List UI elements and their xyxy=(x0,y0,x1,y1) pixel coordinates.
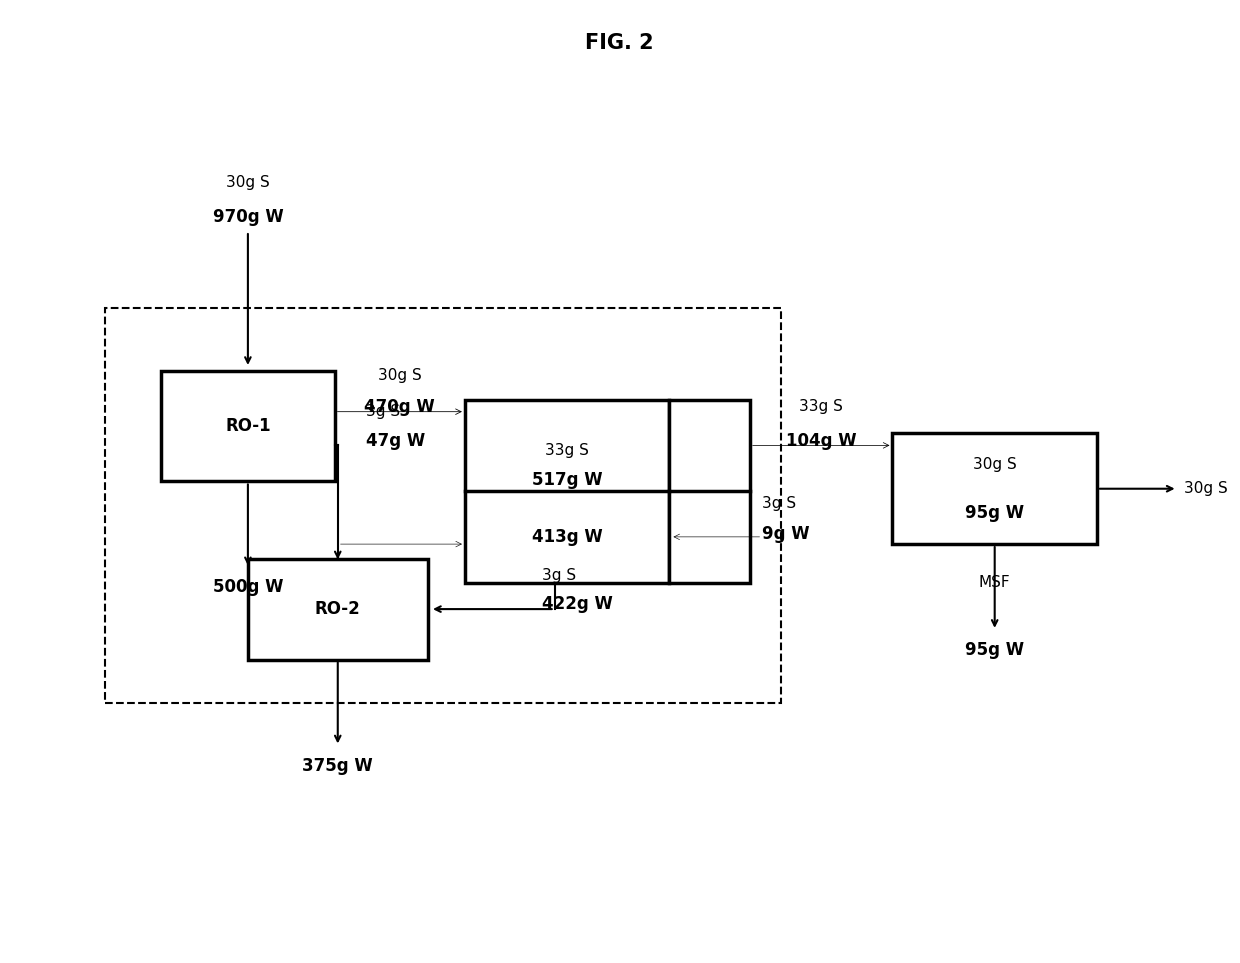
Text: 3g S: 3g S xyxy=(542,568,577,583)
Text: 47g W: 47g W xyxy=(366,431,425,450)
Text: 517g W: 517g W xyxy=(532,471,603,489)
Bar xyxy=(670,400,750,583)
Text: 95g W: 95g W xyxy=(965,641,1024,659)
Text: 970g W: 970g W xyxy=(212,208,283,225)
Text: 422g W: 422g W xyxy=(542,595,613,613)
Text: 95g W: 95g W xyxy=(965,504,1024,522)
Text: 413g W: 413g W xyxy=(532,528,603,546)
Text: MSF: MSF xyxy=(978,575,1011,590)
Text: 30g S: 30g S xyxy=(1184,482,1228,496)
Bar xyxy=(105,308,781,703)
Text: 33g S: 33g S xyxy=(546,443,589,458)
Text: 500g W: 500g W xyxy=(212,579,283,596)
Bar xyxy=(161,371,335,482)
Text: 375g W: 375g W xyxy=(303,757,373,774)
Text: 30g S: 30g S xyxy=(226,175,270,191)
Text: 3g S: 3g S xyxy=(366,404,399,419)
Text: 30g S: 30g S xyxy=(378,368,422,382)
Text: 33g S: 33g S xyxy=(800,400,843,414)
Text: 3g S: 3g S xyxy=(763,496,796,510)
Text: RO-1: RO-1 xyxy=(226,417,270,435)
Bar xyxy=(248,559,428,660)
Bar xyxy=(893,433,1097,544)
Text: 9g W: 9g W xyxy=(763,525,810,543)
Text: 104g W: 104g W xyxy=(786,431,857,450)
Text: FIG. 2: FIG. 2 xyxy=(585,34,653,53)
Text: 470g W: 470g W xyxy=(365,398,435,416)
Text: RO-2: RO-2 xyxy=(315,600,361,618)
Bar xyxy=(465,400,670,583)
Text: 30g S: 30g S xyxy=(973,457,1017,472)
